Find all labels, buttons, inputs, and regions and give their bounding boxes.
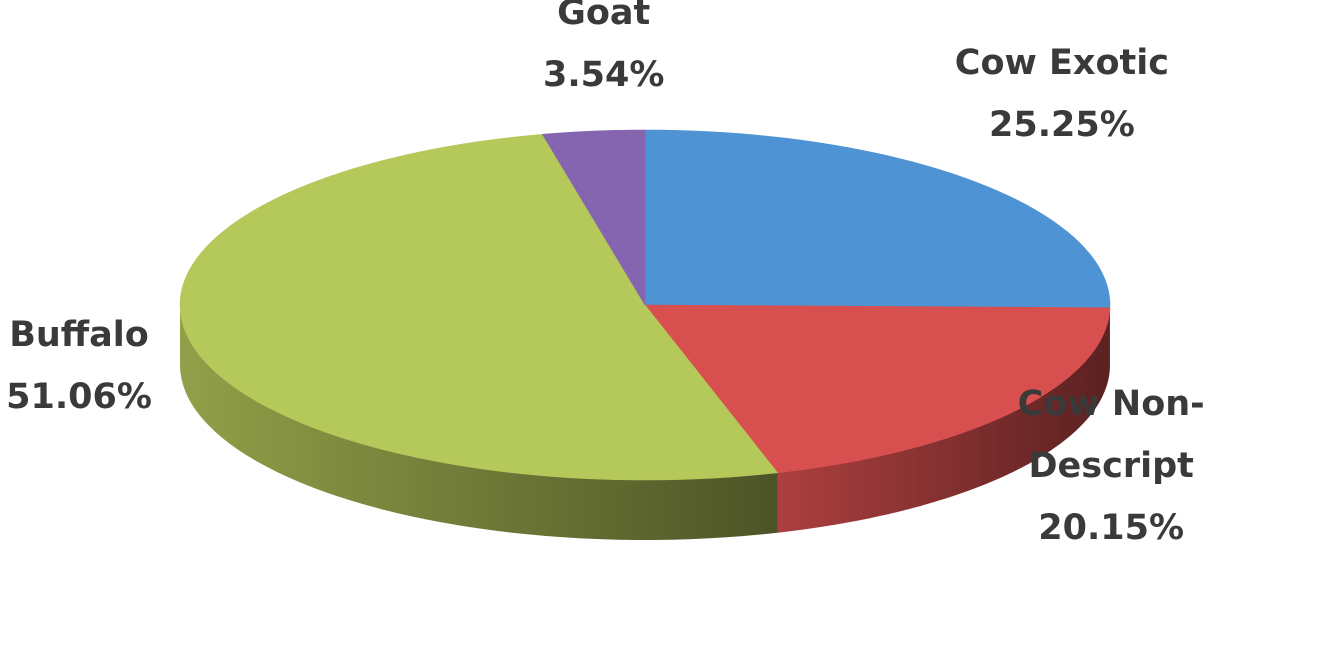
label-cow-non-descript: Cow Non- Descript 20.15%: [1018, 384, 1205, 548]
data-label-cow-exotic: 25.25%: [989, 105, 1135, 145]
category-label-buffalo: Buffalo: [9, 315, 149, 355]
slice-goat: [541, 129, 646, 307]
data-label-buffalo: 51.06%: [6, 377, 152, 417]
label-goat: Goat 3.54%: [543, 0, 664, 95]
slice-cow-exotic: [644, 129, 1111, 309]
slice-side-cow-non-descript: [777, 307, 1110, 533]
category-label-cow-exotic: Cow Exotic: [955, 43, 1169, 83]
data-label-cow-non-descript: 20.15%: [1038, 508, 1184, 548]
data-label-goat: 3.54%: [543, 55, 664, 95]
category-label-goat: Goat: [557, 0, 650, 33]
slice-side-buffalo: [180, 305, 778, 540]
label-buffalo: Buffalo 51.06%: [6, 315, 152, 417]
slice-buffalo: [179, 133, 779, 481]
label-cow-exotic: Cow Exotic 25.25%: [955, 43, 1169, 145]
category-label-cow-non-descript: Cow Non-: [1018, 384, 1205, 424]
category-label-cow-non-descript: Descript: [1028, 446, 1193, 486]
slice-cow-non-descript: [644, 304, 1111, 474]
